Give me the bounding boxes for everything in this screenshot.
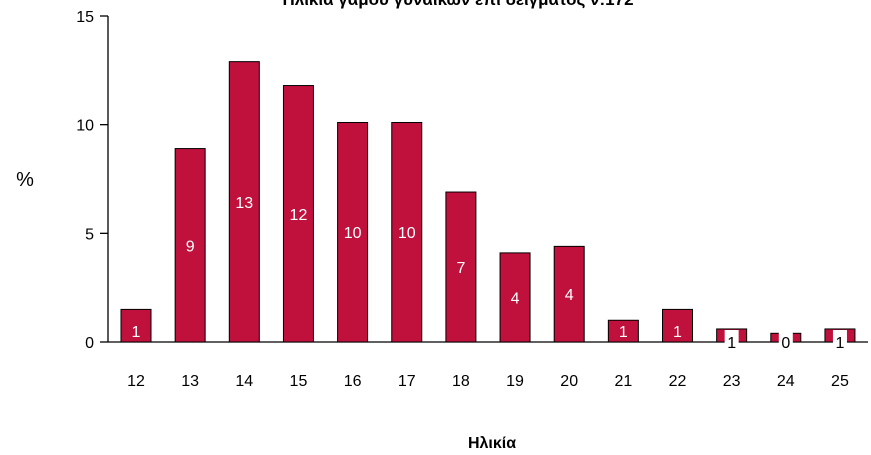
bar bbox=[228, 61, 260, 343]
y-ticks: 0 5 10 15 bbox=[76, 9, 108, 352]
bar bbox=[174, 148, 206, 343]
data-label-background bbox=[778, 330, 793, 349]
data-label: 10 bbox=[398, 225, 416, 242]
bar bbox=[282, 85, 314, 343]
data-label: 0 bbox=[781, 335, 790, 352]
data-label: 1 bbox=[619, 324, 628, 341]
x-tick-label: 18 bbox=[452, 373, 470, 390]
bar bbox=[553, 245, 585, 343]
bar bbox=[607, 319, 639, 343]
data-label-background bbox=[724, 330, 739, 349]
bar bbox=[445, 191, 477, 343]
data-label: 4 bbox=[565, 287, 574, 304]
bar bbox=[120, 308, 152, 343]
data-label: 10 bbox=[344, 225, 362, 242]
bar bbox=[499, 252, 531, 343]
x-tick-label: 21 bbox=[614, 373, 632, 390]
y-tick-label: 5 bbox=[85, 226, 94, 243]
x-tick-label: 25 bbox=[831, 373, 849, 390]
data-label: 4 bbox=[511, 290, 520, 307]
x-tick-label: 13 bbox=[181, 373, 199, 390]
bar bbox=[391, 121, 423, 343]
bar bbox=[662, 308, 693, 343]
bar bbox=[337, 121, 369, 343]
y-tick-label: 10 bbox=[76, 118, 94, 135]
y-axis-label: % bbox=[16, 169, 34, 191]
x-tick-label: 14 bbox=[235, 373, 253, 390]
data-label: 1 bbox=[727, 335, 736, 352]
data-label: 13 bbox=[235, 195, 253, 212]
data-label: 1 bbox=[673, 324, 682, 341]
y-tick-label: 15 bbox=[76, 9, 94, 26]
data-label: 9 bbox=[186, 238, 195, 255]
y-tick-label: 0 bbox=[85, 335, 94, 352]
x-tick-label: 23 bbox=[723, 373, 741, 390]
x-tick-label: 24 bbox=[777, 373, 795, 390]
x-tick-label: 16 bbox=[344, 373, 362, 390]
x-tick-label: 22 bbox=[669, 373, 687, 390]
x-tick-label: 19 bbox=[506, 373, 524, 390]
x-ticks: 12 13 14 15 16 17 18 19 20 21 22 23 24 25 bbox=[127, 373, 849, 390]
x-tick-label: 20 bbox=[560, 373, 578, 390]
data-label: 12 bbox=[290, 207, 308, 224]
data-label: 7 bbox=[456, 260, 465, 277]
data-label: 1 bbox=[132, 324, 141, 341]
chart-title: Ηλικία γάμου γυναικών επί δείγματος ν:17… bbox=[282, 0, 633, 9]
x-tick-label: 12 bbox=[127, 373, 145, 390]
x-tick-label: 17 bbox=[398, 373, 416, 390]
x-axis-label: Ηλικία bbox=[468, 435, 516, 452]
data-label-background bbox=[832, 330, 847, 349]
data-label: 1 bbox=[835, 335, 844, 352]
x-tick-label: 15 bbox=[290, 373, 308, 390]
